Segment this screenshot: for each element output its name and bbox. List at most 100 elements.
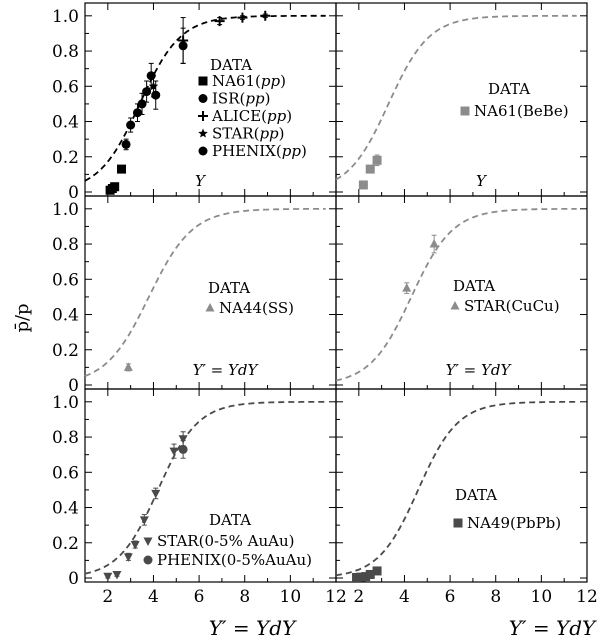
y-tick-label: 0.2 [52, 148, 79, 168]
x-tick-label: 8 [490, 587, 501, 607]
legend-title: DATA [208, 279, 250, 297]
data-point [352, 572, 362, 582]
data-point [123, 362, 133, 371]
data-point [178, 435, 188, 444]
x-tick-label: 12 [325, 587, 347, 607]
legend-label: NA61(BeBe) [474, 102, 569, 120]
x-tick-label: 4 [399, 587, 410, 607]
y-tick-label: 0.6 [52, 270, 79, 290]
data-point [361, 572, 371, 582]
legend-label: NA49(PbPb) [467, 514, 561, 532]
legend-marker [453, 518, 463, 528]
y-tick-label: 0.2 [52, 534, 79, 554]
panel-axis-text: Y′ = YdY [446, 361, 513, 379]
legend-marker [198, 128, 208, 138]
data-point [429, 239, 439, 248]
data-point [365, 164, 375, 174]
legend-marker [198, 76, 208, 86]
x-tick-label: 10 [531, 587, 553, 607]
data-point [110, 182, 120, 192]
y-tick-label: 0.4 [52, 499, 79, 519]
data-point [112, 570, 122, 580]
y-tick-label: 1.0 [52, 7, 79, 27]
y-tick-label: 0 [68, 569, 79, 589]
y-tick-label: 0.8 [52, 235, 79, 255]
data-point [402, 283, 412, 292]
legend-label: ALICE(pp) [211, 107, 292, 125]
legend-marker [198, 94, 208, 103]
legend-label: STAR(0-5% AuAu) [157, 532, 294, 550]
y-tick-label: 0.4 [52, 306, 79, 326]
data-point [126, 120, 136, 130]
legend-marker [198, 111, 208, 121]
fit-curve [335, 401, 577, 577]
y-tick-label: 0 [68, 183, 79, 203]
data-point [358, 180, 368, 190]
legend-label: PHENIX(0-5%AuAu) [157, 551, 312, 569]
data-point [139, 516, 149, 525]
x-tick-label: 6 [194, 587, 205, 607]
fit-curve [84, 208, 326, 378]
y-tick-label: 0.2 [52, 341, 79, 361]
fit-curve [84, 400, 326, 575]
x-axis-label-left: Y′ = YdY [209, 616, 297, 640]
data-point [372, 566, 382, 576]
y-tick-label: 0.6 [52, 463, 79, 483]
legend-title: DATA [453, 277, 495, 295]
legend-marker [460, 106, 470, 116]
panel-middle-left: 0 0.2 0.4 0.6 0.8 1.0 Y′ = YdY DATA NA44(SS) [52, 195, 337, 396]
panels-group: 00.20.40.60.81.0YDATANA61(pp)ISR(pp)ALIC… [52, 2, 598, 607]
panel-top-left: 0 0.2 0.4 0.6 0.8 1.0 Y DATANA61(pp)ISR(pp)ALIC… [52, 2, 337, 203]
data-point [356, 572, 366, 582]
legend-marker [450, 301, 460, 310]
fit-curve [335, 14, 577, 181]
legend-label: NA61(pp) [212, 72, 286, 90]
x-tick-label: 8 [239, 587, 250, 607]
panel-bottom-right: 2 4 6 8 10 12 DATA NA49(PbPb) [335, 388, 598, 607]
data-point [123, 553, 133, 562]
panel-middle-right: Y′ = YdY DATA STAR(CuCu) [335, 195, 588, 390]
legend-label: ISR(pp) [212, 90, 270, 108]
data-point [178, 35, 189, 46]
legend-marker [143, 537, 153, 546]
legend-title: DATA [210, 56, 252, 74]
y-tick-label: 0 [68, 376, 79, 396]
legend-label: STAR(pp) [212, 125, 285, 143]
legend-title: DATA [455, 486, 497, 504]
data-point [132, 108, 142, 118]
panel-axis-text: Y [195, 172, 207, 190]
legend-marker [198, 146, 208, 156]
y-tick-label: 0.6 [52, 77, 79, 97]
data-point [151, 90, 161, 100]
legend-marker [143, 555, 153, 565]
data-point [121, 139, 131, 149]
x-tick-label: 4 [148, 587, 159, 607]
legend-label: NA44(SS) [219, 299, 294, 317]
data-point [178, 444, 188, 454]
y-tick-label: 1.0 [52, 393, 79, 413]
data-point [148, 81, 159, 91]
data-point [117, 164, 127, 174]
panel-bottom-left: 2 4 6 8 10 12 0 0.2 0.4 0.6 0.8 1.0 DATA STAR(0-5% Au… [52, 388, 347, 607]
data-point [214, 16, 225, 27]
legend-marker [205, 303, 215, 312]
panel-axis-text: Y′ = YdY [193, 361, 260, 379]
y-tick-label: 0.4 [52, 113, 79, 133]
x-tick-label: 2 [353, 587, 364, 607]
data-point [169, 447, 179, 457]
x-tick-label: 2 [102, 587, 113, 607]
x-tick-label: 12 [576, 587, 598, 607]
x-tick-label: 6 [445, 587, 456, 607]
legend-title: DATA [209, 511, 251, 529]
legend-label: PHENIX(pp) [212, 142, 307, 160]
fit-curve [84, 14, 326, 182]
fit-curve [335, 208, 577, 382]
panel-top-right: Y DATA NA61(BeBe) [335, 2, 588, 197]
legend-label: STAR(CuCu) [464, 297, 560, 315]
y-tick-label: 0.8 [52, 428, 79, 448]
data-point [372, 155, 382, 165]
data-point [137, 99, 147, 109]
legend-title: DATA [488, 80, 530, 98]
data-point [130, 541, 140, 550]
